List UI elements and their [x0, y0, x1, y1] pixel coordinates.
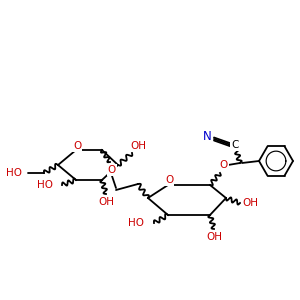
Text: OH: OH — [130, 141, 146, 151]
Text: OH: OH — [242, 198, 258, 208]
Text: O: O — [108, 165, 116, 175]
Text: C: C — [231, 140, 239, 150]
Text: HO: HO — [37, 180, 53, 190]
Text: O: O — [220, 160, 228, 170]
Text: O: O — [165, 175, 173, 185]
Text: HO: HO — [6, 168, 22, 178]
Text: OH: OH — [206, 232, 222, 242]
Text: O: O — [73, 141, 81, 151]
Text: HO: HO — [128, 218, 144, 228]
Text: OH: OH — [98, 197, 114, 207]
Text: N: N — [202, 130, 211, 143]
